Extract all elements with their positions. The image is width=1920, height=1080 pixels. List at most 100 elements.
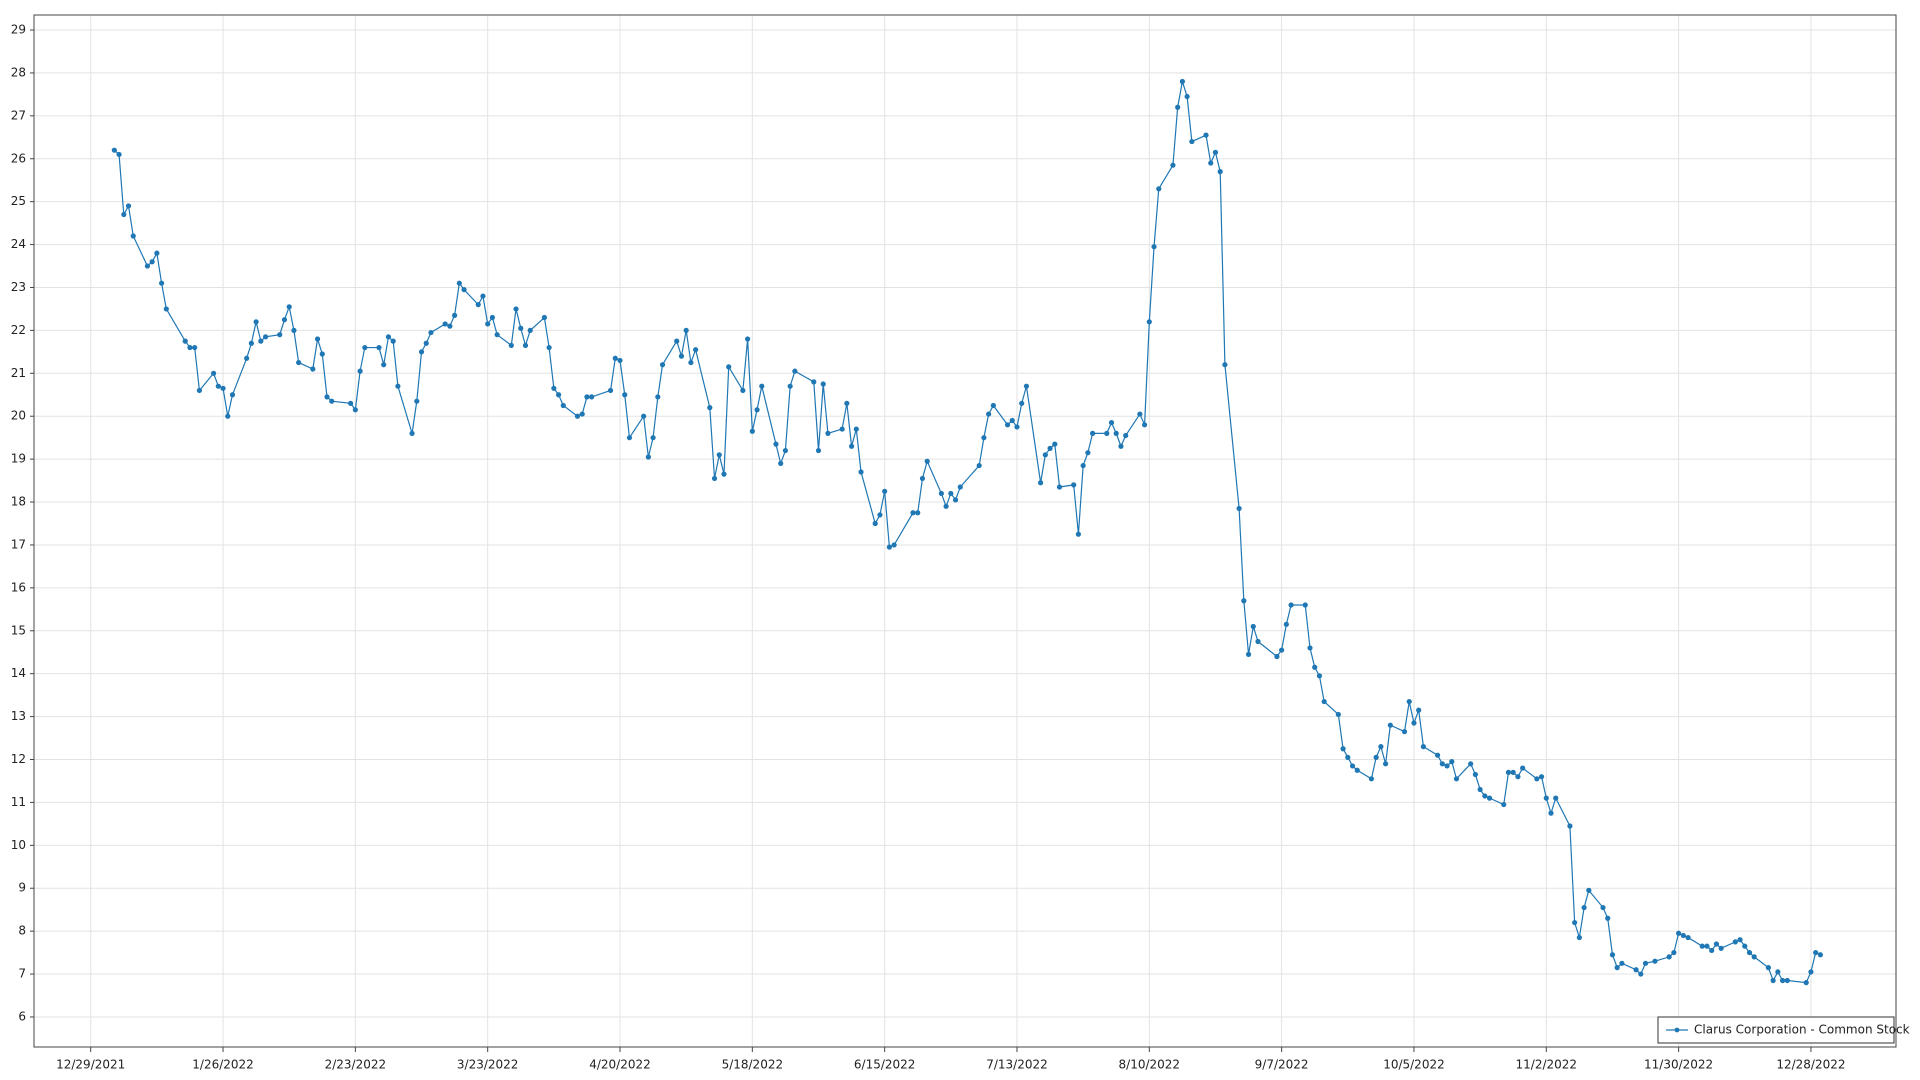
data-point bbox=[1373, 754, 1379, 760]
data-point bbox=[886, 544, 892, 550]
data-point bbox=[1751, 954, 1757, 960]
data-point bbox=[745, 336, 751, 342]
data-point bbox=[149, 259, 155, 265]
data-point bbox=[121, 211, 127, 218]
data-point bbox=[825, 430, 831, 436]
data-point bbox=[1203, 132, 1209, 138]
data-point bbox=[707, 405, 713, 411]
x-tick-label: 11/2/2022 bbox=[1516, 1058, 1578, 1072]
data-point bbox=[1104, 430, 1110, 436]
data-point bbox=[1666, 954, 1672, 960]
data-point bbox=[310, 366, 316, 372]
data-point bbox=[461, 287, 467, 293]
data-point bbox=[1019, 400, 1025, 406]
x-tick-label: 8/10/2022 bbox=[1119, 1058, 1181, 1072]
data-point bbox=[844, 400, 850, 406]
data-point bbox=[258, 338, 264, 344]
data-point bbox=[1709, 947, 1715, 954]
data-point bbox=[1089, 430, 1096, 436]
data-point bbox=[574, 413, 581, 419]
data-point bbox=[1321, 698, 1327, 705]
data-point bbox=[1543, 795, 1549, 801]
data-point bbox=[1482, 793, 1488, 799]
data-point bbox=[1638, 971, 1644, 977]
y-tick-label: 22 bbox=[11, 323, 26, 337]
data-point bbox=[1349, 763, 1356, 769]
data-point bbox=[1770, 977, 1776, 984]
data-point bbox=[683, 327, 689, 333]
data-point bbox=[1548, 810, 1554, 816]
data-point bbox=[414, 398, 420, 404]
data-point bbox=[158, 280, 165, 286]
data-point bbox=[253, 319, 259, 325]
y-tick-label: 27 bbox=[11, 108, 26, 122]
data-point bbox=[1567, 823, 1573, 829]
data-point bbox=[848, 443, 855, 449]
data-point bbox=[1354, 767, 1360, 773]
data-point bbox=[1416, 707, 1422, 713]
data-point bbox=[1108, 420, 1115, 426]
data-point bbox=[1406, 698, 1412, 705]
data-point bbox=[815, 447, 822, 454]
data-point bbox=[1732, 939, 1738, 945]
data-point bbox=[1420, 744, 1427, 750]
data-point bbox=[1080, 462, 1086, 469]
data-point bbox=[262, 334, 269, 340]
data-point bbox=[1411, 720, 1417, 726]
data-point bbox=[759, 383, 765, 389]
data-point bbox=[1642, 960, 1649, 966]
y-tick-label: 18 bbox=[11, 495, 26, 509]
data-point bbox=[1779, 977, 1786, 984]
data-point bbox=[1014, 424, 1020, 430]
legend-box bbox=[1657, 1016, 1895, 1044]
data-point bbox=[811, 379, 817, 385]
data-point bbox=[423, 340, 429, 346]
data-point bbox=[1302, 602, 1308, 608]
data-point bbox=[154, 250, 160, 256]
data-point bbox=[187, 344, 193, 351]
data-point bbox=[882, 488, 888, 494]
data-point bbox=[1335, 711, 1341, 718]
x-tick-label: 6/15/2022 bbox=[854, 1058, 916, 1072]
data-point bbox=[1255, 638, 1261, 645]
y-tick-label: 19 bbox=[11, 452, 26, 466]
x-tick-label: 5/18/2022 bbox=[722, 1058, 784, 1072]
data-point bbox=[1038, 480, 1044, 486]
data-point bbox=[163, 306, 169, 312]
data-point bbox=[1808, 969, 1814, 975]
data-point bbox=[1586, 887, 1592, 893]
data-point bbox=[1671, 949, 1677, 956]
data-point bbox=[1189, 138, 1195, 145]
data-point bbox=[726, 364, 732, 370]
data-point bbox=[348, 400, 354, 406]
data-point bbox=[1378, 744, 1384, 750]
data-point bbox=[1765, 965, 1772, 971]
plot-area bbox=[33, 14, 1897, 1048]
data-point bbox=[1746, 949, 1753, 956]
data-point bbox=[130, 233, 136, 239]
data-point bbox=[612, 355, 618, 361]
data-point bbox=[1553, 795, 1559, 801]
data-point bbox=[418, 349, 425, 355]
data-point bbox=[688, 359, 694, 366]
data-point bbox=[858, 469, 864, 475]
data-point bbox=[319, 351, 325, 357]
data-point bbox=[381, 362, 387, 368]
data-point bbox=[952, 497, 959, 503]
data-point bbox=[650, 435, 656, 441]
data-point bbox=[924, 458, 930, 464]
data-point bbox=[641, 413, 647, 419]
data-point bbox=[125, 203, 132, 209]
data-point bbox=[678, 353, 685, 359]
data-point bbox=[116, 151, 122, 158]
data-point bbox=[891, 542, 897, 548]
data-point bbox=[1283, 621, 1289, 627]
data-point bbox=[518, 325, 524, 331]
data-point bbox=[1236, 505, 1242, 512]
data-point bbox=[1023, 383, 1030, 389]
data-point bbox=[1047, 445, 1053, 451]
data-point bbox=[111, 147, 117, 153]
data-point bbox=[1453, 776, 1460, 782]
data-point bbox=[787, 383, 793, 389]
